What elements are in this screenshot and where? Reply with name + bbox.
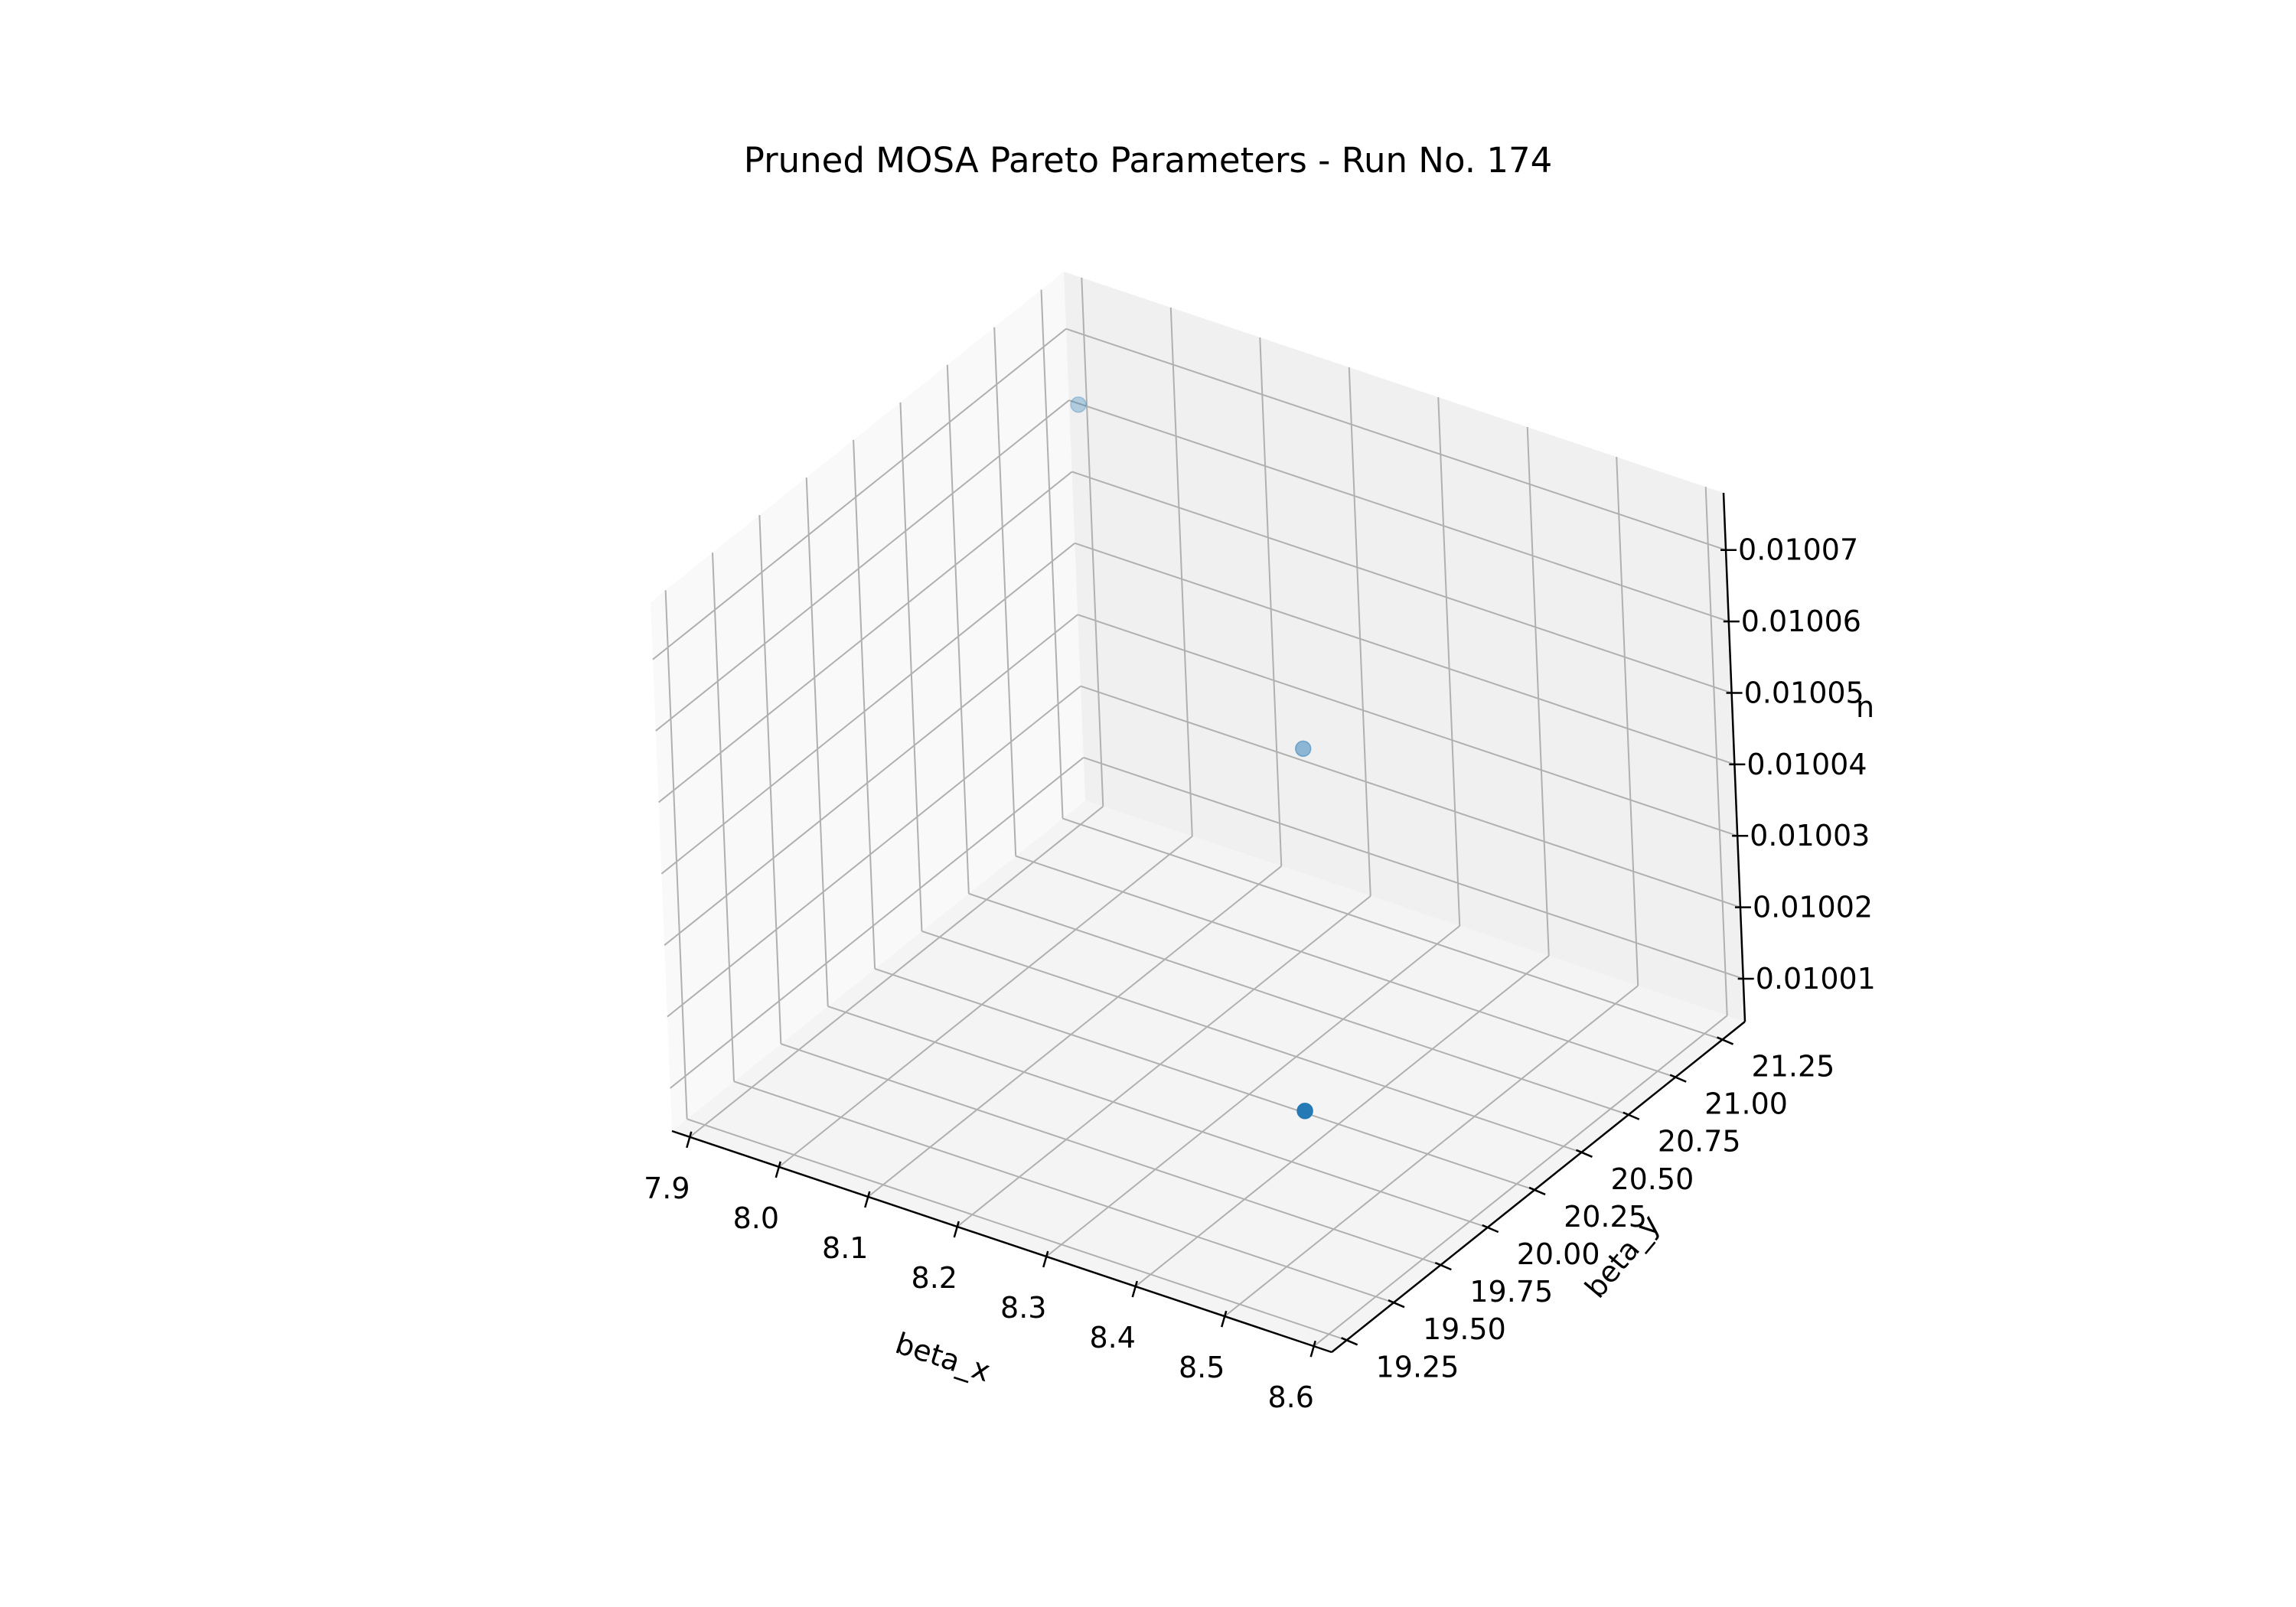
- z-grid-left: [652, 328, 1067, 660]
- x-axis-tick-label: 8.6: [1267, 1380, 1313, 1414]
- x-axis-tick: [775, 1161, 781, 1178]
- z-grid-left: [660, 543, 1076, 875]
- y-axis-tick: [1388, 1299, 1405, 1309]
- y-axis-tick-label: 21.00: [1704, 1087, 1788, 1121]
- z-axis-tick-label: 0.01002: [1753, 891, 1873, 924]
- x-grid-back: [1616, 457, 1639, 986]
- x-axis-tick-label: 8.0: [733, 1201, 779, 1235]
- z-axis-tick-label: 0.01007: [1738, 533, 1858, 567]
- z-grid-back: [1065, 328, 1727, 551]
- z-grid-left: [655, 399, 1070, 732]
- x-axis-tick: [1131, 1280, 1138, 1298]
- z-axis-line: [1722, 492, 1746, 1022]
- z-grid-back: [1068, 399, 1730, 623]
- y-grid-left: [1040, 289, 1064, 819]
- left-wall-pane: [651, 272, 1085, 1131]
- y-axis-tick: [1482, 1224, 1499, 1234]
- y-axis-tick-label: 21.25: [1752, 1050, 1835, 1084]
- x-axis-label: beta_x: [892, 1326, 995, 1388]
- y-axis-tick-label: 20.00: [1517, 1237, 1600, 1271]
- x-axis-line: [671, 1129, 1332, 1354]
- x-axis-tick-label: 8.3: [1000, 1291, 1046, 1325]
- y-grid-floor: [921, 930, 1582, 1153]
- y-grid-left: [712, 553, 735, 1082]
- x-axis-tick: [686, 1131, 693, 1149]
- z-grid-back: [1083, 757, 1744, 980]
- y-grid-floor: [874, 967, 1535, 1191]
- y-grid-left: [899, 402, 923, 931]
- y-axis-tick: [1669, 1074, 1687, 1083]
- x-axis-tick-label: 7.9: [644, 1172, 690, 1205]
- y-axis-tick-label: 20.50: [1610, 1162, 1694, 1196]
- data-point-2: [1294, 740, 1312, 758]
- floor-pane: [672, 800, 1745, 1352]
- y-axis-tick: [1434, 1261, 1452, 1271]
- z-axis-tick-label: 0.01005: [1744, 676, 1864, 709]
- y-grid-floor: [733, 1081, 1394, 1304]
- data-point-3: [1296, 1102, 1313, 1120]
- data-point-1: [1070, 396, 1087, 413]
- z-grid-left: [667, 685, 1081, 1018]
- y-grid-left: [805, 477, 829, 1007]
- x-axis-tick: [864, 1191, 871, 1208]
- y-grid-left: [664, 590, 688, 1120]
- y-axis-tick-label: 20.75: [1658, 1125, 1741, 1159]
- data-points: [1070, 396, 1313, 1120]
- z-grid-left: [670, 757, 1084, 1089]
- y-grid-floor: [827, 1006, 1489, 1228]
- y-axis-tick: [1528, 1186, 1546, 1196]
- tick-marks: [686, 549, 1754, 1358]
- x-grid-back: [1437, 396, 1461, 927]
- y-grid-left: [758, 515, 782, 1045]
- x-axis-tick-label: 8.5: [1179, 1351, 1225, 1384]
- y-grid-floor: [1015, 855, 1676, 1078]
- back-wall-pane: [1064, 272, 1745, 1022]
- x-axis-tick: [953, 1221, 960, 1238]
- x-grid-back: [1259, 337, 1283, 866]
- y-grid-left: [853, 439, 876, 969]
- y-grid-left: [993, 327, 1017, 856]
- z-axis-tick-label: 0.01004: [1746, 748, 1867, 781]
- x-grid-back: [1704, 487, 1728, 1016]
- axis-panes: [651, 272, 1745, 1352]
- y-axis-tick: [1575, 1149, 1593, 1158]
- z-axis-label: n: [1856, 690, 1874, 724]
- y-axis-tick: [1341, 1337, 1358, 1346]
- y-grid-floor: [968, 892, 1629, 1116]
- y-grid-floor: [1062, 817, 1723, 1041]
- y-axis-tick: [1623, 1111, 1640, 1120]
- y-grid-floor: [781, 1043, 1441, 1266]
- z-grid-back: [1080, 685, 1741, 908]
- z-axis-tick-label: 0.01006: [1741, 605, 1861, 638]
- x-axis-tick: [1042, 1250, 1049, 1268]
- y-grid-left: [946, 364, 970, 894]
- z-grid-back: [1077, 614, 1738, 837]
- z-axis-tick-label: 0.01003: [1750, 819, 1870, 852]
- x-grid-back: [1526, 427, 1550, 957]
- y-axis-tick-label: 19.25: [1376, 1350, 1459, 1384]
- z-grid-left: [664, 614, 1078, 946]
- z-grid-back: [1071, 471, 1732, 694]
- y-axis-tick: [1717, 1036, 1734, 1045]
- grid-lines: [652, 277, 1744, 1347]
- z-axis-tick-label: 0.01001: [1756, 962, 1876, 996]
- x-axis-tick-label: 8.1: [822, 1231, 868, 1265]
- x-grid-back: [1348, 367, 1371, 897]
- x-axis-tick-label: 8.2: [912, 1261, 957, 1295]
- x-grid-back: [1081, 277, 1104, 807]
- y-axis-tick-label: 19.75: [1469, 1275, 1553, 1309]
- y-axis-tick-label: 19.50: [1423, 1312, 1506, 1346]
- x-grid-back: [1169, 307, 1193, 836]
- x-axis-tick-label: 8.4: [1090, 1321, 1136, 1354]
- chart-title: Pruned MOSA Pareto Parameters - Run No. …: [744, 140, 1552, 181]
- x-axis-tick: [1309, 1340, 1316, 1358]
- x-axis-tick: [1221, 1310, 1228, 1328]
- y-grid-floor: [687, 1118, 1347, 1341]
- y-axis-tick-label: 20.25: [1564, 1200, 1647, 1234]
- z-grid-back: [1075, 542, 1735, 765]
- z-grid-left: [657, 471, 1073, 804]
